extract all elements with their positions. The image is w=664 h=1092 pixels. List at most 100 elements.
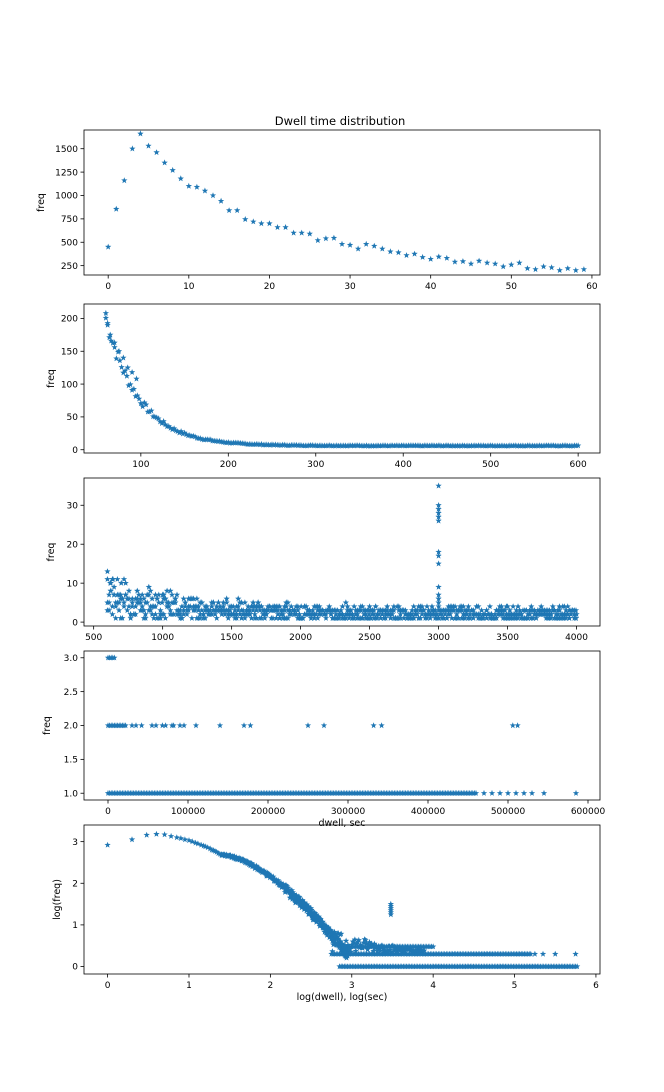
data-point <box>195 607 202 614</box>
data-point <box>162 595 169 602</box>
data-point <box>153 149 160 156</box>
data-point <box>374 614 381 621</box>
data-point <box>130 385 137 392</box>
data-point <box>410 614 417 621</box>
data-point <box>167 587 174 594</box>
data-point <box>384 947 392 954</box>
data-point <box>500 611 507 617</box>
data-point <box>374 947 381 954</box>
data-point <box>389 611 396 617</box>
data-point <box>213 848 220 855</box>
data-point <box>207 845 214 852</box>
data-point <box>447 611 454 617</box>
data-point <box>393 947 400 954</box>
data-point <box>319 918 326 925</box>
data-point <box>556 603 563 610</box>
data-point <box>529 614 537 621</box>
data-point <box>397 614 404 621</box>
data-point <box>220 599 227 606</box>
y-tick-label: 10 <box>67 579 79 589</box>
data-point <box>410 603 417 610</box>
y-tick-label: 20 <box>67 540 79 550</box>
x-tick-label: 3000 <box>427 633 450 643</box>
data-point <box>263 611 270 617</box>
data-point <box>162 722 169 729</box>
data-point <box>435 614 442 621</box>
y-tick-label: 30 <box>67 501 79 511</box>
data-point <box>150 614 157 621</box>
data-point <box>276 603 283 610</box>
data-point <box>152 591 159 598</box>
data-point <box>435 603 442 610</box>
data-point <box>210 847 217 854</box>
data-point <box>540 263 547 270</box>
data-point <box>435 505 442 512</box>
data-point <box>155 591 162 598</box>
data-point <box>168 591 176 598</box>
data-point <box>531 950 538 957</box>
data-point <box>267 441 274 448</box>
data-point <box>347 607 354 614</box>
data-point <box>452 603 459 610</box>
data-point <box>200 842 207 849</box>
data-point <box>357 941 364 948</box>
y-axis-label: log(freq) <box>52 879 63 920</box>
data-point <box>390 947 398 954</box>
data-point <box>323 922 330 929</box>
data-point <box>149 611 156 617</box>
y-tick-label: 0 <box>72 963 78 973</box>
data-point <box>211 611 219 617</box>
data-point <box>160 418 167 424</box>
data-point <box>418 947 425 953</box>
data-point <box>298 603 305 610</box>
x-tick-label: 40 <box>425 282 437 292</box>
data-point <box>111 654 118 661</box>
data-point <box>458 607 465 614</box>
data-point <box>129 595 136 602</box>
data-point <box>162 614 169 621</box>
data-point <box>180 722 188 729</box>
data-point <box>115 599 123 606</box>
data-point <box>132 722 140 729</box>
data-point <box>572 614 580 621</box>
data-point <box>165 603 172 610</box>
data-point <box>107 587 114 594</box>
data-point <box>365 611 373 617</box>
data-point <box>566 614 573 621</box>
data-point <box>435 509 442 516</box>
data-point <box>258 614 265 621</box>
data-point <box>514 614 522 621</box>
data-point <box>372 603 379 610</box>
x-tick-label: 20 <box>264 282 276 292</box>
data-point <box>157 614 164 621</box>
data-point <box>207 607 214 614</box>
y-tick-label: 1500 <box>55 145 78 155</box>
data-point <box>284 614 292 621</box>
data-point <box>180 595 187 602</box>
data-point <box>564 603 571 610</box>
data-point <box>314 237 321 244</box>
data-point <box>330 931 337 938</box>
data-point <box>509 722 516 729</box>
data-point <box>159 599 166 606</box>
data-point <box>334 939 341 946</box>
data-point <box>241 857 248 864</box>
data-point <box>339 603 346 610</box>
data-point <box>153 830 160 837</box>
data-point <box>465 603 472 610</box>
data-point <box>504 789 512 796</box>
data-point <box>339 611 346 617</box>
data-point <box>112 603 119 610</box>
data-point <box>117 591 124 598</box>
data-point <box>305 903 312 910</box>
data-point <box>342 937 350 944</box>
x-tick-label: 1500 <box>220 633 243 643</box>
data-point <box>338 240 346 247</box>
data-point <box>303 901 311 908</box>
data-point <box>327 927 335 934</box>
data-point <box>106 334 113 341</box>
data-point <box>161 831 168 838</box>
data-point <box>192 722 200 729</box>
data-point <box>459 258 467 265</box>
data-point <box>121 177 128 184</box>
